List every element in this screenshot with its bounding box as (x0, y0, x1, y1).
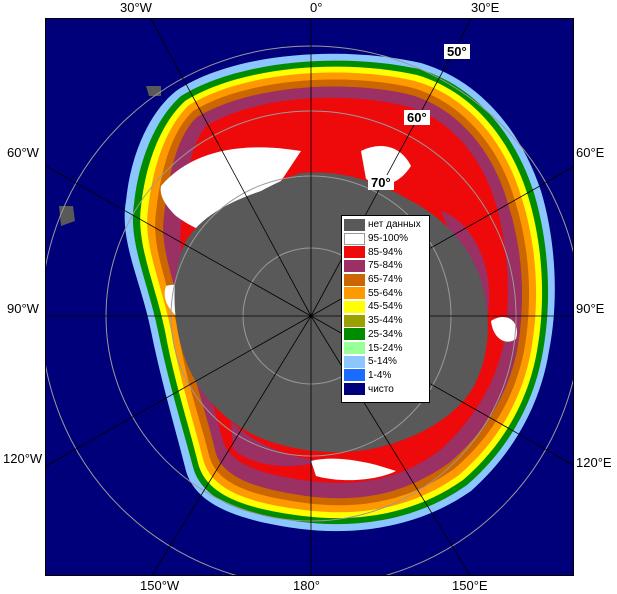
ice-patch-white (311, 458, 396, 481)
legend-swatch (344, 232, 365, 245)
meridian-lines (46, 19, 573, 575)
legend-label: нет данных (368, 219, 421, 231)
ice-patch-white (491, 317, 517, 342)
legend-swatch (344, 300, 365, 313)
legend-swatch (344, 355, 365, 368)
lon-label-150e: 150°E (452, 578, 488, 593)
legend-label: 75-84% (368, 260, 403, 272)
legend-label: 45-54% (368, 301, 403, 313)
legend-item: чисто (344, 382, 427, 396)
legend-label: 25-34% (368, 328, 403, 340)
lon-label-30e: 30°E (471, 0, 500, 15)
legend-item: 35-44% (344, 314, 427, 328)
legend-swatch (344, 259, 365, 272)
legend-label: 15-24% (368, 342, 403, 354)
lon-label-90e: 90°E (576, 301, 605, 316)
lon-label-180: 180° (293, 578, 320, 593)
legend-item: 65-74% (344, 273, 427, 287)
ice-patch-white (361, 146, 411, 185)
legend-label: 1-4% (368, 369, 392, 381)
legend-label: 95-100% (368, 233, 409, 245)
lon-label-90w: 90°W (7, 301, 39, 316)
legend-item: 1-4% (344, 369, 427, 383)
map-frame (45, 18, 574, 576)
legend-swatch (344, 369, 365, 382)
legend-swatch (344, 383, 365, 396)
legend-swatch (344, 328, 365, 341)
legend-item: 15-24% (344, 341, 427, 355)
legend-swatch (344, 287, 365, 300)
ice-patch-white (160, 147, 301, 251)
lon-label-30w: 30°W (120, 0, 152, 15)
legend-item: 45-54% (344, 300, 427, 314)
legend-item: 55-64% (344, 286, 427, 300)
lon-label-60e: 60°E (576, 145, 605, 160)
legend-label: 85-94% (368, 246, 403, 258)
legend-item: 5-14% (344, 355, 427, 369)
legend-item: 85-94% (344, 245, 427, 259)
legend-label: 5-14% (368, 356, 397, 368)
ice-concentration-legend: нет данных 95-100% 85-94% 75-84% 65-74% … (341, 215, 430, 403)
legend-label: чисто (368, 383, 394, 395)
sea-ice-map (46, 19, 573, 575)
legend-swatch (344, 273, 365, 286)
lon-label-120w: 120°W (3, 451, 43, 466)
legend-item: нет данных (344, 218, 427, 232)
legend-swatch (344, 342, 365, 355)
legend-label: 65-74% (368, 274, 403, 286)
lon-label-150w: 150°W (140, 578, 180, 593)
lon-label-60w: 60°W (7, 145, 39, 160)
legend-label: 35-44% (368, 315, 403, 327)
land-island (59, 206, 75, 226)
lon-label-120e: 120°E (576, 455, 612, 470)
legend-swatch (344, 314, 365, 327)
legend-label: 55-64% (368, 287, 403, 299)
legend-swatch (344, 246, 365, 259)
legend-item: 75-84% (344, 259, 427, 273)
legend-swatch (344, 218, 365, 231)
legend-item: 95-100% (344, 232, 427, 246)
legend-item: 25-34% (344, 328, 427, 342)
lon-label-0: 0° (310, 0, 323, 15)
lat-label-60: 60° (404, 110, 430, 125)
lat-label-70: 70° (368, 175, 394, 190)
ice-patch-purple (231, 421, 321, 467)
lat-label-50: 50° (444, 44, 470, 59)
